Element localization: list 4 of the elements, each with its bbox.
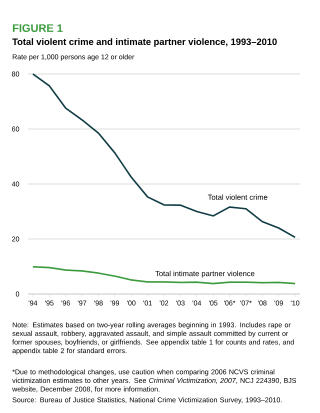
chart-title: FIGURE 1 — [12, 24, 63, 32]
line-series — [32, 73, 296, 238]
line-series — [32, 266, 296, 284]
chart-subtitle: Total violent crime and intimate partner violence, 1993–2010 — [12, 38, 277, 47]
